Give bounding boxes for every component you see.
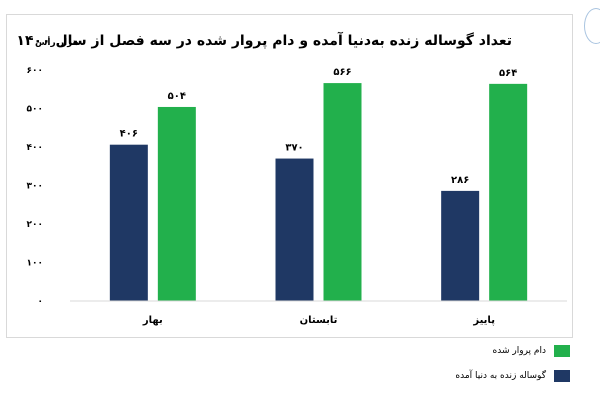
x-tick-label: پاییز (472, 315, 495, 326)
bar (323, 83, 362, 301)
corner-decoration (584, 8, 600, 44)
legend: دام پروار شده گوساله زنده به دنیا آمده (310, 343, 570, 393)
legend-item-calves: گوساله زنده به دنیا آمده (310, 368, 570, 384)
bar (489, 83, 528, 301)
y-tick-label: ۵۰۰ (27, 105, 43, 115)
legend-swatch-green (554, 345, 570, 357)
data-label: ۴۰۶ (120, 129, 138, 140)
data-label: ۲۸۶ (451, 175, 469, 186)
data-label: ۵۰۴ (168, 91, 186, 102)
legend-swatch-navy (554, 370, 570, 382)
legend-item-fattened: دام پروار شده (310, 343, 570, 359)
legend-label-calves: گوساله زنده به دنیا آمده (455, 371, 546, 381)
data-label: ۵۶۶ (333, 67, 351, 78)
legend-label-fattened: دام پروار شده (492, 346, 546, 356)
bar (275, 158, 314, 301)
data-label: ۵۶۴ (499, 68, 517, 79)
y-axis-unit-label: هزار رأس (35, 38, 79, 48)
bar (157, 106, 196, 302)
y-tick-label: ۴۰۰ (27, 143, 43, 153)
y-tick-label: ۳۰۰ (27, 182, 43, 192)
bar (441, 190, 480, 301)
bar-chart: ۰ ۱۰۰ ۲۰۰ ۳۰۰ ۴۰۰ ۵۰۰ ۶۰۰ ۴۰۶ ۵۰۴ ۳۷۰ ۵۶۶ ۲۸۶ ۵۶۴ ب… (27, 66, 567, 326)
x-tick-label: تابستان (300, 315, 338, 326)
bar (109, 144, 148, 301)
y-tick-label: ۶۰۰ (27, 66, 43, 76)
y-tick-label: ۱۰۰ (27, 259, 43, 269)
y-tick-label: ۲۰۰ (27, 220, 43, 230)
chart-title: تعداد گوساله زنده به‌دنیا آمده و دام پرو… (16, 33, 512, 49)
data-label: ۳۷۰ (285, 143, 303, 154)
x-tick-label: بهار (142, 315, 163, 326)
chart-area: تعداد گوساله زنده به‌دنیا آمده و دام پرو… (6, 14, 573, 338)
y-tick-label: ۰ (38, 297, 44, 307)
